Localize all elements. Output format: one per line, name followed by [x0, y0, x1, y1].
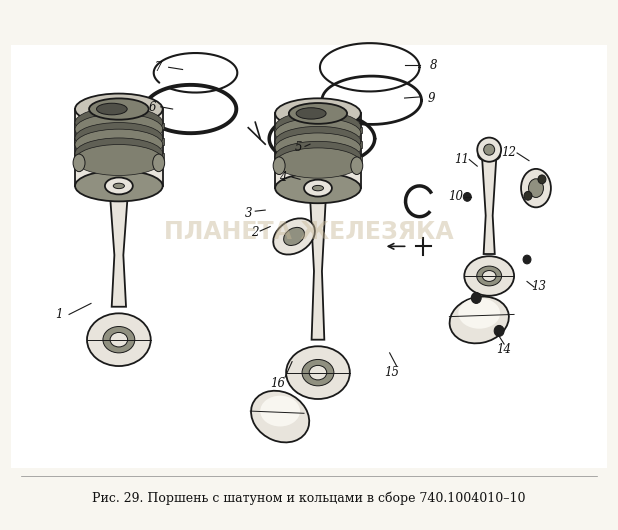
Ellipse shape — [75, 145, 163, 175]
Text: 4: 4 — [279, 171, 287, 183]
Ellipse shape — [289, 103, 347, 124]
Ellipse shape — [304, 180, 332, 197]
Bar — [274, 142, 362, 148]
Bar — [74, 138, 164, 145]
Ellipse shape — [105, 178, 133, 195]
Bar — [74, 153, 164, 160]
Text: 7: 7 — [155, 61, 163, 74]
Ellipse shape — [73, 154, 85, 172]
Polygon shape — [482, 160, 496, 254]
Ellipse shape — [75, 122, 163, 154]
Ellipse shape — [96, 103, 127, 115]
Text: 5: 5 — [294, 141, 302, 154]
Ellipse shape — [275, 173, 361, 203]
Ellipse shape — [113, 183, 124, 189]
Ellipse shape — [459, 298, 500, 329]
Ellipse shape — [275, 98, 361, 129]
Bar — [274, 156, 362, 163]
Ellipse shape — [275, 142, 361, 172]
Ellipse shape — [464, 256, 514, 296]
Ellipse shape — [296, 108, 326, 119]
Ellipse shape — [312, 186, 324, 191]
Text: 1: 1 — [56, 308, 63, 321]
Circle shape — [523, 255, 531, 264]
Circle shape — [472, 293, 481, 304]
Ellipse shape — [87, 313, 151, 366]
Ellipse shape — [351, 157, 363, 174]
Ellipse shape — [273, 157, 285, 174]
Bar — [11, 46, 607, 468]
Text: 14: 14 — [497, 343, 512, 356]
Bar — [274, 127, 362, 133]
Ellipse shape — [476, 266, 502, 286]
Ellipse shape — [273, 218, 315, 254]
Text: 12: 12 — [502, 146, 517, 160]
Ellipse shape — [482, 270, 496, 281]
Ellipse shape — [251, 391, 309, 443]
Ellipse shape — [484, 144, 494, 155]
Ellipse shape — [153, 154, 164, 172]
Polygon shape — [310, 196, 326, 340]
Text: 3: 3 — [245, 207, 252, 220]
Polygon shape — [110, 193, 128, 307]
Bar — [75, 109, 163, 186]
Ellipse shape — [75, 129, 163, 160]
Ellipse shape — [521, 169, 551, 207]
Ellipse shape — [275, 133, 361, 163]
Ellipse shape — [478, 149, 500, 161]
Ellipse shape — [75, 107, 163, 138]
Circle shape — [494, 325, 504, 337]
Ellipse shape — [103, 326, 135, 353]
Circle shape — [538, 175, 546, 184]
Ellipse shape — [275, 118, 361, 148]
Ellipse shape — [286, 346, 350, 399]
Ellipse shape — [284, 227, 305, 245]
Text: 10: 10 — [448, 190, 463, 204]
Ellipse shape — [75, 138, 163, 169]
Text: 6: 6 — [149, 101, 156, 114]
Ellipse shape — [302, 359, 334, 386]
Ellipse shape — [528, 179, 543, 198]
Text: 8: 8 — [430, 59, 437, 72]
Ellipse shape — [450, 296, 509, 343]
Ellipse shape — [89, 99, 149, 120]
Circle shape — [464, 192, 472, 201]
Ellipse shape — [485, 153, 494, 157]
Text: 9: 9 — [428, 92, 435, 104]
Ellipse shape — [309, 365, 327, 380]
Ellipse shape — [275, 111, 361, 142]
Text: 15: 15 — [384, 366, 399, 379]
Text: ПЛАНЕТА ЖЕЛЕЗЯКА: ПЛАНЕТА ЖЕЛЕЗЯКА — [164, 220, 454, 244]
Bar — [74, 122, 164, 129]
Bar — [275, 113, 361, 188]
Ellipse shape — [75, 114, 163, 145]
Circle shape — [524, 191, 532, 200]
Text: 11: 11 — [454, 153, 469, 166]
Ellipse shape — [275, 148, 361, 178]
Ellipse shape — [75, 171, 163, 201]
Text: 13: 13 — [531, 280, 546, 294]
Ellipse shape — [260, 396, 300, 427]
Ellipse shape — [110, 332, 128, 347]
Ellipse shape — [477, 138, 501, 162]
Ellipse shape — [75, 94, 163, 125]
Text: 16: 16 — [271, 377, 286, 390]
Text: 2: 2 — [252, 226, 259, 238]
Ellipse shape — [275, 126, 361, 156]
Text: Рис. 29. Поршень с шатуном и кольцами в сборе 740.1004010–10: Рис. 29. Поршень с шатуном и кольцами в … — [92, 491, 526, 505]
